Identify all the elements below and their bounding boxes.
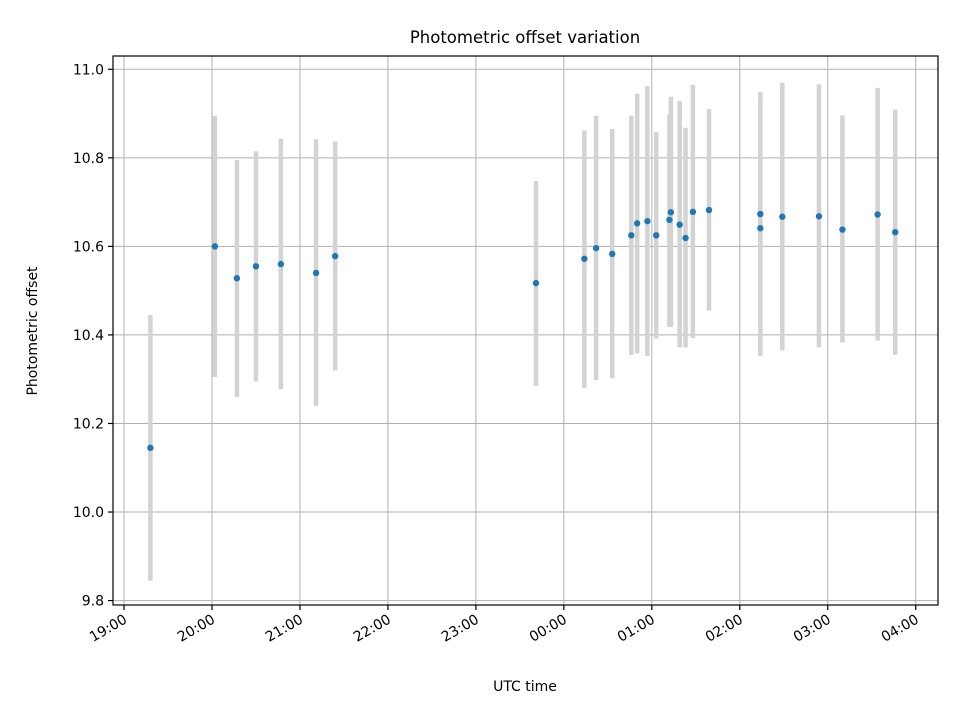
data-point xyxy=(233,275,241,282)
y-axis: 9.8 10.0 10.2 10.4 10.6 10.8 11.0 xyxy=(73,62,113,610)
data-point xyxy=(581,255,588,262)
y-tick-label: 10.0 xyxy=(73,505,104,521)
data-point xyxy=(682,234,689,242)
data-point xyxy=(653,232,660,239)
data-point xyxy=(211,243,219,250)
data-point xyxy=(757,210,764,218)
data-point xyxy=(757,225,764,232)
y-axis-label: Photometric offset xyxy=(25,266,41,396)
grid-layer xyxy=(113,56,938,605)
y-tick-label: 10.6 xyxy=(73,239,104,255)
data-point xyxy=(592,244,600,252)
y-tick-label: 10.4 xyxy=(73,328,104,344)
data-point xyxy=(705,206,713,214)
data-point xyxy=(277,260,285,268)
data-point xyxy=(628,232,635,239)
data-point xyxy=(667,209,675,216)
data-point xyxy=(609,250,616,258)
data-point xyxy=(892,229,899,236)
data-point xyxy=(644,217,651,225)
data-point xyxy=(815,213,823,220)
data-point xyxy=(633,220,641,227)
data-point xyxy=(532,279,540,287)
data-point xyxy=(312,269,320,277)
data-point xyxy=(331,252,339,260)
y-tick-label: 9.8 xyxy=(82,594,104,610)
data-point xyxy=(874,211,881,218)
data-point xyxy=(666,216,673,224)
point-layer xyxy=(147,206,899,452)
chart-title: Photometric offset variation xyxy=(410,28,640,47)
data-point xyxy=(689,208,697,216)
data-point xyxy=(252,263,260,270)
data-point xyxy=(147,444,154,452)
y-tick-label: 10.2 xyxy=(73,416,104,432)
data-point xyxy=(839,226,846,233)
y-tick-label: 11.0 xyxy=(73,62,104,78)
y-tick-label: 10.8 xyxy=(73,151,104,167)
x-axis-label: UTC time xyxy=(493,679,557,695)
data-point xyxy=(779,213,786,220)
plot-area-frame xyxy=(112,55,939,606)
data-point xyxy=(676,221,683,228)
